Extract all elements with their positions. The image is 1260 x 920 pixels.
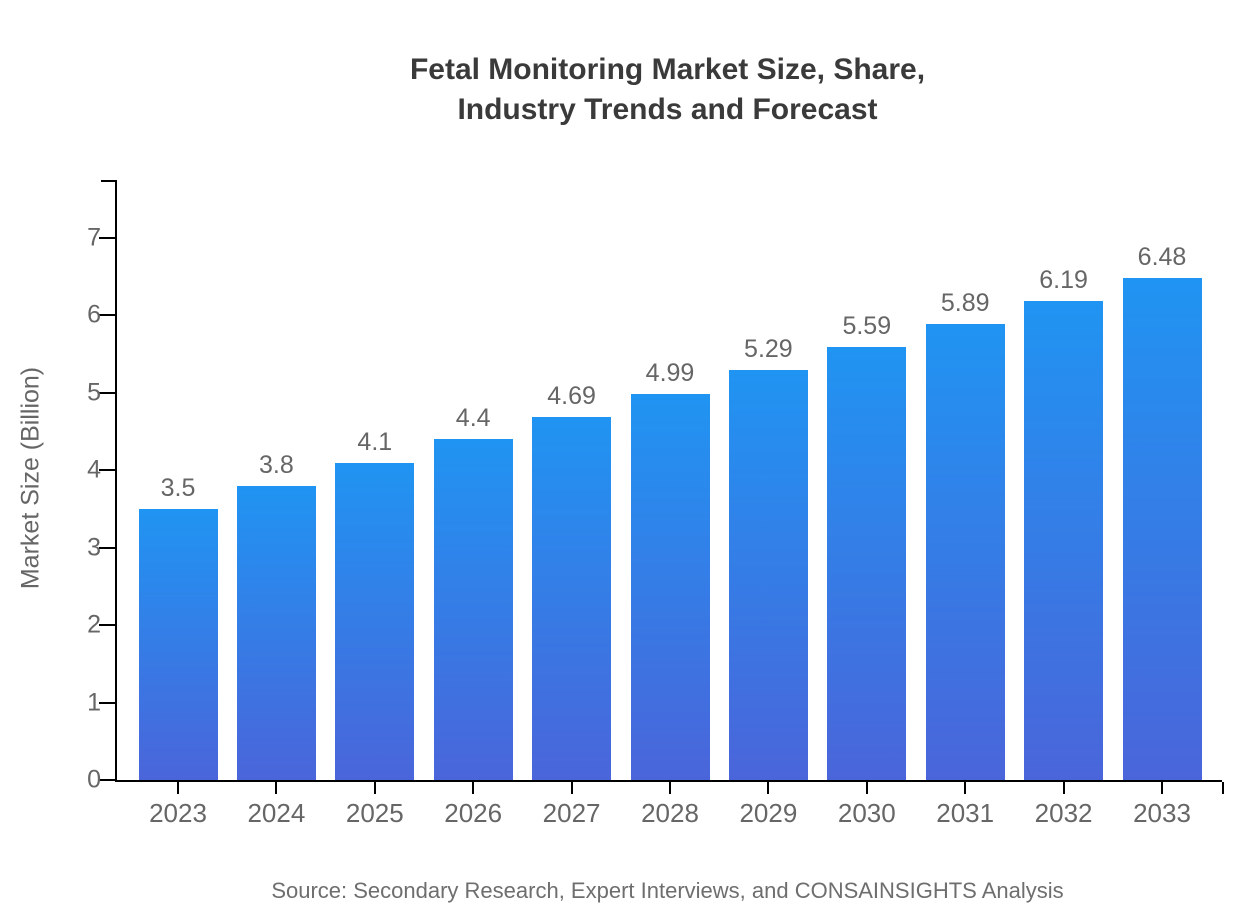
x-axis-tick-label: 2032 [1034,798,1093,828]
bar-value-label: 4.1 [357,427,393,456]
plot-area: 0 1 2 3 4 5 6 7 3.5 2023 3.8 2024 4.1 2025 4.4 2026 4.69… [87,180,1224,828]
x-axis-tick-label: 2029 [739,798,798,828]
bar-value-label: 4.69 [547,381,596,410]
y-axis-tick-label: 1 [87,688,101,717]
x-axis-tick [1062,782,1065,794]
x-axis-tick-label: 2023 [149,798,207,828]
x-axis-tick [964,782,967,794]
x-axis-tick-label: 2028 [641,798,699,828]
x-axis-tick [177,782,179,794]
bar [236,485,316,780]
bar [925,324,1005,780]
bar-value-label: 5.89 [940,289,990,317]
bar [433,439,513,780]
x-axis-tick-label: 2027 [542,798,601,828]
bar [532,416,612,780]
bar-value-label: 5.59 [842,312,892,341]
x-axis-tick [1161,782,1163,794]
y-axis-tick [99,624,115,627]
bar [335,462,415,780]
x-axis-tick-label: 2030 [837,798,896,828]
chart-title: Fetal Monitoring Market Size, Share, Ind… [115,50,1220,130]
y-axis-tick [99,546,115,549]
y-axis-tick-label: 0 [87,765,101,794]
bar-value-label: 5.29 [744,335,793,364]
y-axis-tick [99,779,115,781]
x-axis-tick [865,782,868,794]
y-axis-tick [99,391,115,394]
bar-value-label: 6.19 [1039,265,1088,294]
y-axis-tick [99,701,115,704]
x-axis-tick-label: 2026 [444,798,503,828]
y-axis-tick-label: 5 [87,378,101,407]
y-axis-tick-label: 6 [87,300,101,329]
y-axis-end-cap [101,180,115,182]
x-axis-tick-label: 2031 [936,798,995,828]
x-axis-tick [472,782,475,794]
bar [1024,300,1104,780]
chart-title-line-1: Fetal Monitoring Market Size, Share, [409,53,926,86]
y-axis-tick [99,469,115,472]
bar [630,393,710,780]
x-axis-tick-label: 2024 [247,798,306,828]
x-axis-tick [767,782,770,794]
x-axis-tick [373,782,376,794]
chart-title-line-2: Industry Trends and Forecast [457,93,878,126]
bar-value-label: 4.99 [645,358,695,387]
x-axis-tick-label: 2025 [345,798,404,828]
bar [827,347,907,780]
y-axis-tick [99,314,115,317]
x-axis-tick [275,782,278,794]
bar [728,370,808,780]
bar [138,509,218,780]
y-axis-tick-label: 7 [87,223,101,252]
bar-value-label: 4.4 [455,404,491,433]
x-axis-end-cap [1222,782,1224,794]
bar-value-label: 6.48 [1137,243,1187,272]
y-axis-tick-label: 3 [87,533,101,562]
y-axis-tick-label: 4 [87,455,101,484]
source-note: Source: Secondary Research, Expert Inter… [271,878,1064,903]
x-axis-tick-label: 2033 [1133,798,1191,828]
y-axis-tick-label: 2 [87,610,101,639]
bar-value-label: 3.8 [259,450,294,479]
bar [1122,278,1202,780]
y-axis-title: Market Size (Billion) [16,366,45,590]
y-axis-tick [99,237,115,240]
x-axis-tick [570,782,573,794]
bar-value-label: 3.5 [160,474,196,503]
x-axis-tick [669,782,671,794]
